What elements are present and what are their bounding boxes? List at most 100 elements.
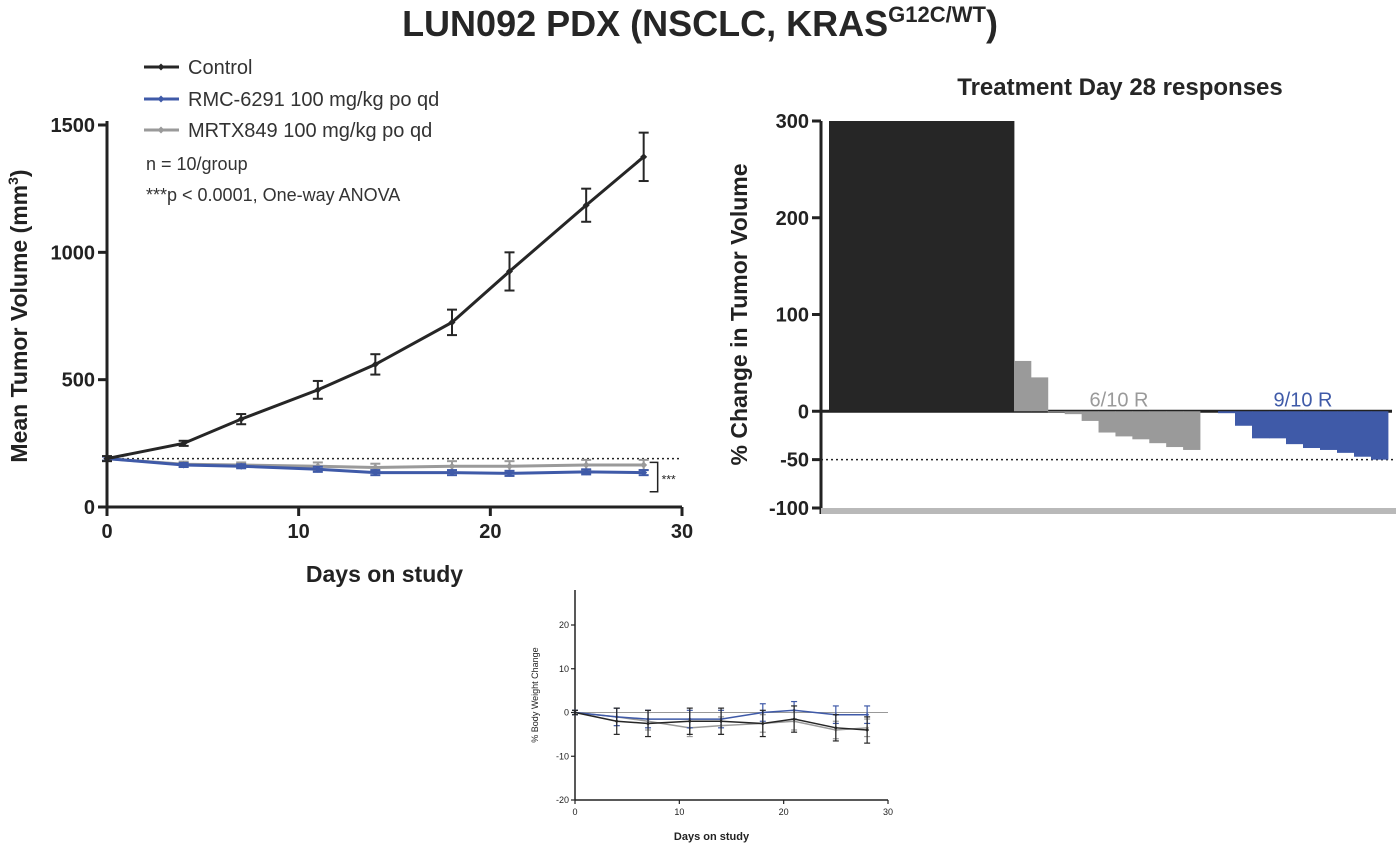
tumor-data-point [237, 415, 245, 423]
tumor-x-tick-label: 30 [671, 521, 693, 543]
weight-data-point [614, 719, 619, 724]
waterfall-bar [1183, 411, 1201, 450]
tumor-data-point [448, 469, 456, 477]
waterfall-bar [1115, 411, 1133, 437]
tumor-data-point [371, 360, 379, 368]
weight-data-point [687, 719, 692, 724]
weight-y-tick-label: 10 [559, 664, 569, 674]
tumor-annotation-stats: ***p < 0.0001, One-way ANOVA [146, 185, 400, 205]
weight-data-point [865, 728, 870, 732]
tumor-data-point [640, 461, 648, 469]
waterfall-x-baseline-band [821, 508, 1396, 514]
tumor-data-point [448, 318, 456, 326]
waterfall-bar [1303, 411, 1321, 449]
tumor-data-point [314, 386, 322, 394]
tumor-data-point [103, 455, 111, 463]
waterfall-y-axis-title: % Change in Tumor Volume [726, 164, 752, 466]
waterfall-bar [1064, 411, 1083, 415]
tumor-data-point [640, 469, 648, 477]
weight-y-tick-label: 0 [564, 708, 569, 718]
waterfall-y-tick-label: 0 [798, 401, 809, 423]
body-weight-chart: -20 -10 0 10 20 0 10 20 30 Days on study % Body We… [530, 590, 893, 843]
weight-data-point [792, 717, 797, 722]
waterfall-bar [1235, 411, 1253, 426]
tumor-x-tick-label: 10 [288, 521, 310, 543]
waterfall-bar [1098, 411, 1116, 433]
weight-x-tick-label: 30 [883, 807, 893, 817]
tumor-data-point [448, 462, 456, 470]
weight-data-point [760, 721, 765, 726]
weight-x-tick-label: 0 [572, 807, 577, 817]
waterfall-bar [1149, 411, 1167, 444]
waterfall-bar [866, 121, 885, 412]
legend-label-1: RMC-6291 100 mg/kg po qd [188, 89, 439, 111]
tumor-data-point [582, 201, 590, 209]
tumor-data-point [180, 439, 188, 447]
weight-y-tick-label: -20 [556, 795, 569, 805]
figure-title-main: LUN092 PDX (NSCLC, KRAS [402, 3, 889, 44]
waterfall-bar [903, 121, 922, 412]
legend-label-2: MRTX849 100 mg/kg po qd [188, 120, 432, 142]
waterfall-bar [1269, 411, 1287, 439]
waterfall-y-tick-label: -100 [769, 498, 809, 520]
weight-data-point [646, 721, 651, 726]
waterfall-bar [829, 121, 848, 412]
waterfall-bar [977, 121, 996, 412]
waterfall-bar [995, 121, 1015, 412]
weight-x-tick-label: 10 [674, 807, 684, 817]
tumor-x-axis-title: Days on study [306, 561, 463, 587]
tumor-volume-chart: 0 500 1000 1500 0 10 20 30 Days on study Mean Tum… [5, 57, 693, 587]
waterfall-chart: Treatment Day 28 responses -100 -50 0 100 200… [726, 74, 1396, 520]
waterfall-bar [1132, 411, 1150, 440]
waterfall-bar [1371, 411, 1389, 460]
tumor-significance-label: *** [662, 473, 676, 487]
tumor-x-tick-label: 0 [101, 521, 112, 543]
tumor-x-tick-label: 20 [479, 521, 501, 543]
waterfall-bar [1286, 411, 1304, 445]
tumor-annotation-n: n = 10/group [146, 154, 248, 174]
legend-marker-2 [157, 126, 165, 134]
tumor-y-tick-label: 1000 [51, 242, 96, 264]
legend-label-0: Control [188, 57, 252, 79]
weight-data-point [719, 719, 724, 724]
waterfall-bar [1337, 411, 1355, 453]
tumor-y-axis-title: Mean Tumor Volume (mm3) [5, 169, 32, 462]
waterfall-y-tick-label: 200 [776, 208, 809, 230]
weight-x-axis-title: Days on study [674, 831, 750, 843]
waterfall-bar [1354, 411, 1372, 457]
tumor-data-point [640, 153, 648, 161]
weight-y-tick-label: -10 [556, 751, 569, 761]
waterfall-bar [1218, 411, 1236, 414]
waterfall-bar [1047, 411, 1066, 413]
tumor-y-tick-label: 500 [62, 370, 95, 392]
waterfall-bar [940, 121, 959, 412]
legend-marker-0 [157, 63, 165, 71]
waterfall-bar [1166, 411, 1184, 448]
tumor-data-point [582, 461, 590, 469]
tumor-data-point [237, 462, 245, 470]
waterfall-title: Treatment Day 28 responses [957, 74, 1283, 101]
figure-title-superscript: G12C/WT [888, 2, 986, 27]
weight-y-axis-title: % Body Weight Change [530, 647, 540, 742]
waterfall-response-label-2: 9/10 R [1274, 389, 1333, 411]
waterfall-bar [884, 121, 904, 412]
weight-x-tick-label: 20 [779, 807, 789, 817]
weight-data-point [573, 710, 577, 715]
weight-data-point [865, 712, 870, 717]
tumor-data-point [371, 469, 379, 477]
weight-y-tick-label: 20 [559, 620, 569, 630]
tumor-data-point [180, 461, 188, 469]
waterfall-y-tick-label: -50 [780, 450, 809, 472]
tumor-data-point [506, 462, 513, 470]
waterfall-bar [1081, 411, 1099, 421]
waterfall-y-tick-label: 300 [776, 111, 809, 133]
waterfall-bar [958, 121, 978, 412]
tumor-data-point [314, 465, 322, 473]
tumor-data-point [582, 468, 590, 476]
legend-marker-1 [157, 95, 165, 103]
tumor-data-point [506, 267, 513, 275]
tumor-significance-bracket [649, 461, 659, 493]
waterfall-bar [847, 121, 867, 412]
tumor-y-tick-label: 1500 [51, 115, 96, 137]
